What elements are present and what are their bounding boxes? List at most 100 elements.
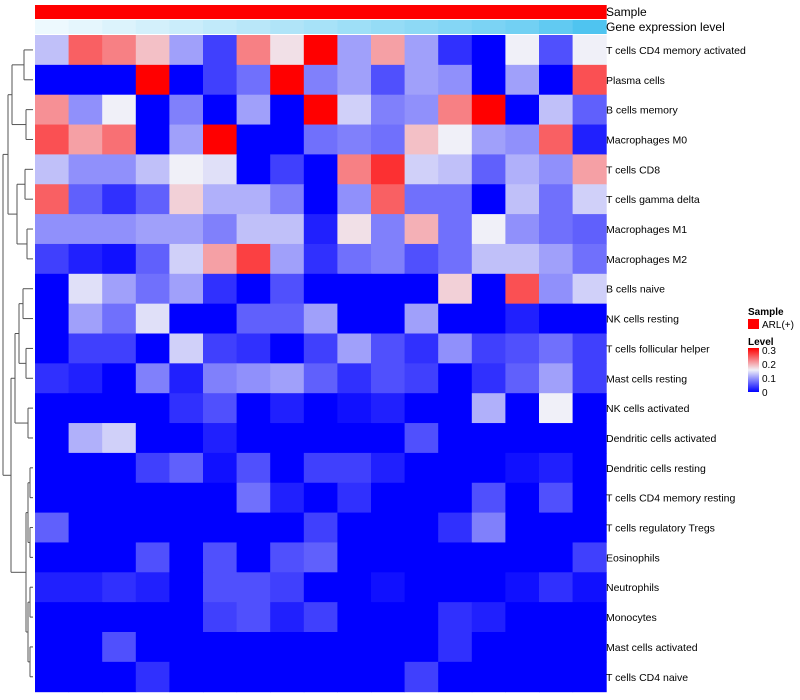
legend-tick-0: 0.3 bbox=[762, 346, 776, 357]
heatmap-cell bbox=[337, 35, 372, 66]
heatmap-cell bbox=[102, 602, 137, 633]
heatmap-cell bbox=[68, 184, 103, 215]
sample-anno-cell bbox=[169, 5, 204, 19]
heatmap-cell bbox=[203, 64, 238, 96]
heatmap-cell bbox=[471, 154, 506, 185]
heatmap-cell bbox=[438, 572, 473, 603]
heatmap-cell bbox=[102, 363, 137, 394]
heatmap-cell bbox=[236, 661, 271, 693]
heatmap-cell bbox=[371, 333, 406, 364]
heatmap-cell bbox=[471, 64, 506, 96]
heatmap-cell bbox=[68, 393, 103, 424]
heatmap-cell bbox=[539, 512, 574, 543]
heatmap-cell bbox=[404, 273, 439, 305]
heatmap-cell bbox=[102, 452, 137, 484]
heatmap-cell bbox=[35, 542, 70, 573]
legend: Sample ARL(+) Level 0.3 0.2 0.1 0 bbox=[748, 307, 794, 399]
heatmap-cell bbox=[572, 452, 607, 484]
row-label: Monocytes bbox=[606, 612, 657, 624]
heatmap-cell bbox=[203, 482, 238, 514]
heatmap-cell bbox=[203, 94, 238, 126]
gene-anno-cell bbox=[505, 20, 540, 34]
heatmap-cell bbox=[135, 482, 170, 514]
heatmap-cell bbox=[135, 273, 170, 305]
heatmap-cell bbox=[169, 363, 204, 394]
heatmap-cell bbox=[404, 303, 439, 334]
heatmap-cell bbox=[236, 64, 271, 96]
heatmap-cell bbox=[572, 94, 607, 126]
heatmap-cell bbox=[303, 363, 338, 394]
heatmap-cell bbox=[438, 124, 473, 155]
heatmap-cell bbox=[572, 214, 607, 245]
heatmap-cell bbox=[572, 363, 607, 394]
row-label: Mast cells resting bbox=[606, 373, 687, 385]
heatmap-cell bbox=[303, 572, 338, 603]
heatmap-cell bbox=[438, 602, 473, 633]
heatmap-cell bbox=[35, 64, 70, 96]
heatmap-cell bbox=[539, 303, 574, 334]
heatmap-cell bbox=[135, 452, 170, 484]
heatmap-cell bbox=[471, 632, 506, 663]
heatmap-cell bbox=[572, 512, 607, 543]
heatmap-cell bbox=[505, 482, 540, 514]
heatmap-cell bbox=[203, 35, 238, 66]
heatmap-cell bbox=[236, 184, 271, 215]
heatmap-cell bbox=[572, 602, 607, 633]
heatmap-cell bbox=[236, 423, 271, 454]
heatmap-cell bbox=[505, 512, 540, 543]
heatmap-cell bbox=[135, 94, 170, 126]
heatmap-cell bbox=[371, 393, 406, 424]
sample-anno-cell bbox=[539, 5, 574, 19]
row-label: T cells CD8 bbox=[606, 164, 660, 176]
heatmap-cell bbox=[236, 243, 271, 275]
sample-anno-cell bbox=[203, 5, 238, 19]
heatmap-cell bbox=[270, 482, 305, 514]
heatmap-cell bbox=[438, 333, 473, 364]
heatmap-cell bbox=[572, 303, 607, 334]
heatmap-cell bbox=[337, 214, 372, 245]
row-label: Neutrophils bbox=[606, 582, 659, 594]
heatmap-cell bbox=[337, 303, 372, 334]
gene-anno-cell bbox=[203, 20, 238, 34]
row-label: T cells regulatory Tregs bbox=[606, 523, 715, 535]
heatmap-cell bbox=[572, 393, 607, 424]
heatmap-cell bbox=[35, 303, 70, 334]
heatmap-cell bbox=[203, 452, 238, 484]
heatmap-cell bbox=[270, 363, 305, 394]
heatmap-cell bbox=[371, 482, 406, 514]
heatmap-cell bbox=[303, 482, 338, 514]
legend-tick-2: 0.1 bbox=[762, 374, 776, 385]
sample-anno-cell bbox=[68, 5, 103, 19]
heatmap-cell bbox=[68, 243, 103, 275]
row-label: T cells CD4 memory activated bbox=[606, 45, 746, 57]
heatmap-cell bbox=[471, 572, 506, 603]
heatmap-cell bbox=[35, 243, 70, 275]
sample-anno-cell bbox=[270, 5, 305, 19]
heatmap-cell bbox=[438, 542, 473, 573]
heatmap-cell bbox=[471, 423, 506, 454]
heatmap-cell bbox=[572, 423, 607, 454]
heatmap-cell bbox=[169, 333, 204, 364]
heatmap-cell bbox=[203, 542, 238, 573]
heatmap-cell bbox=[68, 602, 103, 633]
heatmap-cell bbox=[35, 512, 70, 543]
legend-sample-title: Sample bbox=[748, 307, 784, 318]
heatmap-cell bbox=[102, 423, 137, 454]
gene-anno-cell bbox=[270, 20, 305, 34]
heatmap-cell bbox=[505, 452, 540, 484]
heatmap-cell bbox=[35, 184, 70, 215]
row-label: Macrophages M2 bbox=[606, 254, 687, 266]
heatmap-cell bbox=[371, 243, 406, 275]
heatmap-cell bbox=[471, 94, 506, 126]
heatmap-cell bbox=[35, 273, 70, 305]
heatmap-cell bbox=[539, 214, 574, 245]
heatmap-cell bbox=[135, 303, 170, 334]
row-label: T cells follicular helper bbox=[606, 343, 710, 355]
legend-sample-entry: ARL(+) bbox=[762, 320, 794, 331]
heatmap-cell bbox=[169, 452, 204, 484]
heatmap-cell bbox=[203, 661, 238, 693]
heatmap-cell bbox=[471, 214, 506, 245]
heatmap-cell bbox=[135, 512, 170, 543]
heatmap-cell bbox=[169, 542, 204, 573]
heatmap-cell bbox=[236, 572, 271, 603]
